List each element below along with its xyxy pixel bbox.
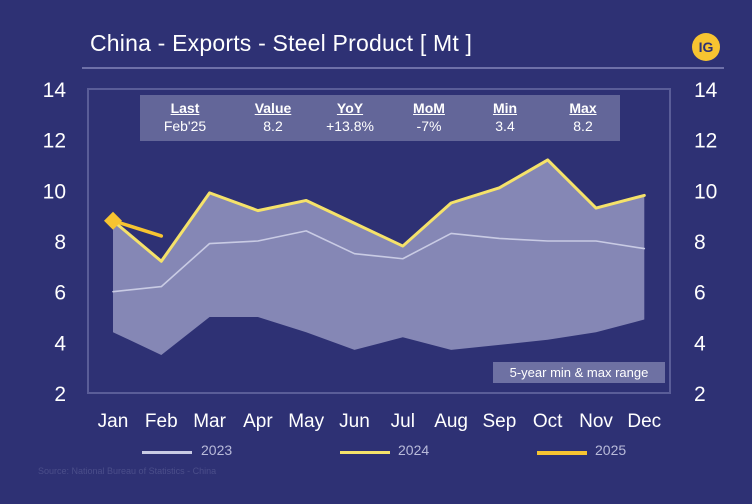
stat-last-value: Feb'25 [163, 118, 207, 134]
title-divider [82, 67, 724, 69]
stat-yoy: YoY +13.8% [310, 100, 390, 134]
stats-panel: Last Feb'25 Value 8.2 YoY +13.8% MoM -7%… [140, 95, 620, 141]
y-tick-left-4: 4 [54, 332, 66, 355]
stat-min: Min 3.4 [465, 100, 545, 134]
stat-value-label: Value [254, 100, 292, 116]
stat-value-value: 8.2 [263, 118, 283, 134]
y-tick-left-6: 6 [54, 282, 66, 305]
legend-swatch-2024 [340, 451, 390, 454]
x-tick-jan: Jan [98, 411, 129, 432]
series-2023-line [112, 230, 646, 293]
range-band [113, 159, 645, 355]
legend-swatch-2023 [142, 451, 192, 454]
x-tick-jun: Jun [339, 411, 370, 432]
series-2025-marker [104, 211, 122, 230]
y-tick-right-12: 12 [694, 130, 717, 153]
x-tick-mar: Mar [193, 411, 226, 432]
y-tick-right-6: 6 [694, 282, 706, 305]
legend-label-2024: 2024 [398, 442, 430, 458]
x-tick-oct: Oct [533, 411, 563, 432]
y-tick-right-2: 2 [694, 383, 706, 406]
stat-mom-label: MoM [413, 100, 445, 116]
y-tick-left-2: 2 [54, 383, 66, 406]
legend-label-2023: 2023 [201, 442, 233, 458]
stat-mom-value: -7% [416, 118, 442, 134]
x-tick-apr: Apr [243, 411, 273, 432]
legend-label-2025: 2025 [595, 442, 627, 458]
x-tick-jul: Jul [391, 411, 415, 432]
x-tick-nov: Nov [579, 411, 613, 432]
x-tick-sep: Sep [482, 411, 516, 432]
stat-min-value: 3.4 [495, 118, 515, 134]
stat-mom: MoM -7% [389, 100, 469, 134]
ig-logo-icon: IG [692, 33, 720, 61]
stat-max-value: 8.2 [573, 118, 593, 134]
stat-last: Last Feb'25 [145, 100, 225, 134]
stat-max-label: Max [569, 100, 597, 116]
stat-yoy-value: +13.8% [326, 118, 374, 134]
stat-last-label: Last [170, 100, 200, 116]
series-2024-line [111, 158, 646, 263]
x-tick-feb: Feb [145, 411, 178, 432]
stat-min-label: Min [492, 100, 518, 116]
y-tick-right-8: 8 [694, 231, 706, 254]
stat-yoy-label: YoY [336, 100, 364, 116]
y-tick-right-4: 4 [694, 332, 706, 355]
x-tick-aug: Aug [434, 411, 468, 432]
x-tick-may: May [288, 411, 324, 432]
y-tick-right-10: 10 [694, 180, 717, 203]
plot-frame [87, 88, 671, 394]
x-tick-dec: Dec [627, 411, 661, 432]
y-tick-left-8: 8 [54, 231, 66, 254]
range-note: 5-year min & max range [493, 362, 665, 383]
chart-title: China - Exports - Steel Product [ Mt ] [90, 30, 473, 56]
stat-max: Max 8.2 [543, 100, 623, 134]
source-note: Source: National Bureau of Statistics - … [38, 466, 217, 476]
series-2025-line [111, 218, 164, 238]
y-tick-right-14: 14 [694, 79, 718, 102]
stat-value: Value 8.2 [233, 100, 313, 134]
y-tick-left-12: 12 [43, 130, 66, 153]
y-tick-left-10: 10 [43, 180, 66, 203]
legend-swatch-2025 [537, 451, 587, 455]
y-tick-left-14: 14 [43, 79, 67, 102]
